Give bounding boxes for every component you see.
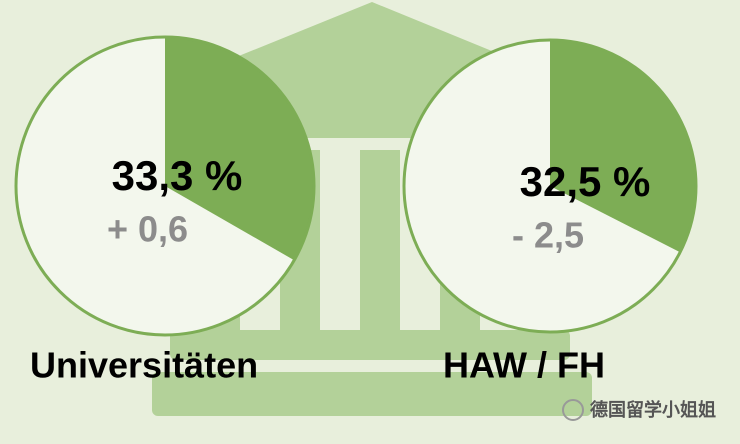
value-label: 33,3 %: [112, 152, 243, 199]
category-label: HAW / FH: [443, 345, 605, 386]
watermark-icon: [562, 399, 584, 421]
value-label: 32,5 %: [520, 158, 651, 205]
pie-outline: [402, 38, 698, 334]
watermark: 德国留学小姐姐: [590, 399, 716, 420]
change-annotation: + 0,6: [107, 209, 188, 250]
category-label: Universitäten: [30, 345, 258, 386]
pie-outline: [14, 35, 316, 337]
watermark-group: 德国留学小姐姐: [562, 399, 716, 421]
pie-slice: [165, 37, 315, 261]
pie-slice: [550, 40, 696, 253]
change-annotation: - 2,5: [512, 215, 584, 256]
